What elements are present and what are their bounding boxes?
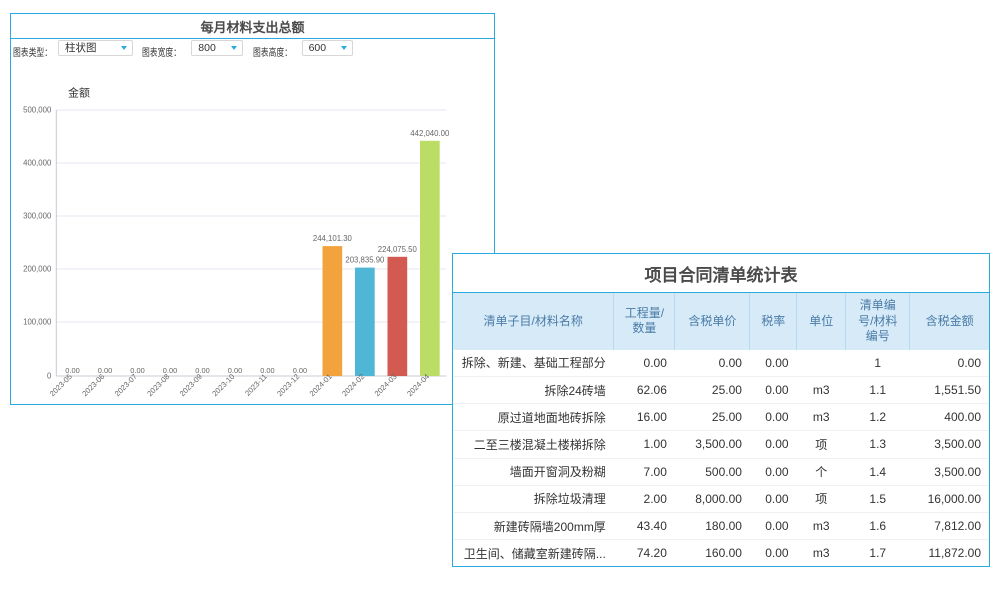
svg-text:0: 0	[47, 372, 52, 381]
svg-text:100,000: 100,000	[23, 318, 52, 327]
svg-text:500,000: 500,000	[23, 106, 52, 115]
svg-text:203,835.90: 203,835.90	[345, 256, 385, 265]
svg-text:244,101.30: 244,101.30	[313, 234, 353, 243]
svg-text:金额: 金额	[68, 86, 90, 100]
svg-text:200,000: 200,000	[23, 265, 52, 274]
svg-text:300,000: 300,000	[23, 212, 52, 221]
svg-text:442,040.00: 442,040.00	[410, 129, 450, 138]
svg-text:400,000: 400,000	[23, 159, 52, 168]
svg-text:224,075.50: 224,075.50	[378, 245, 418, 254]
